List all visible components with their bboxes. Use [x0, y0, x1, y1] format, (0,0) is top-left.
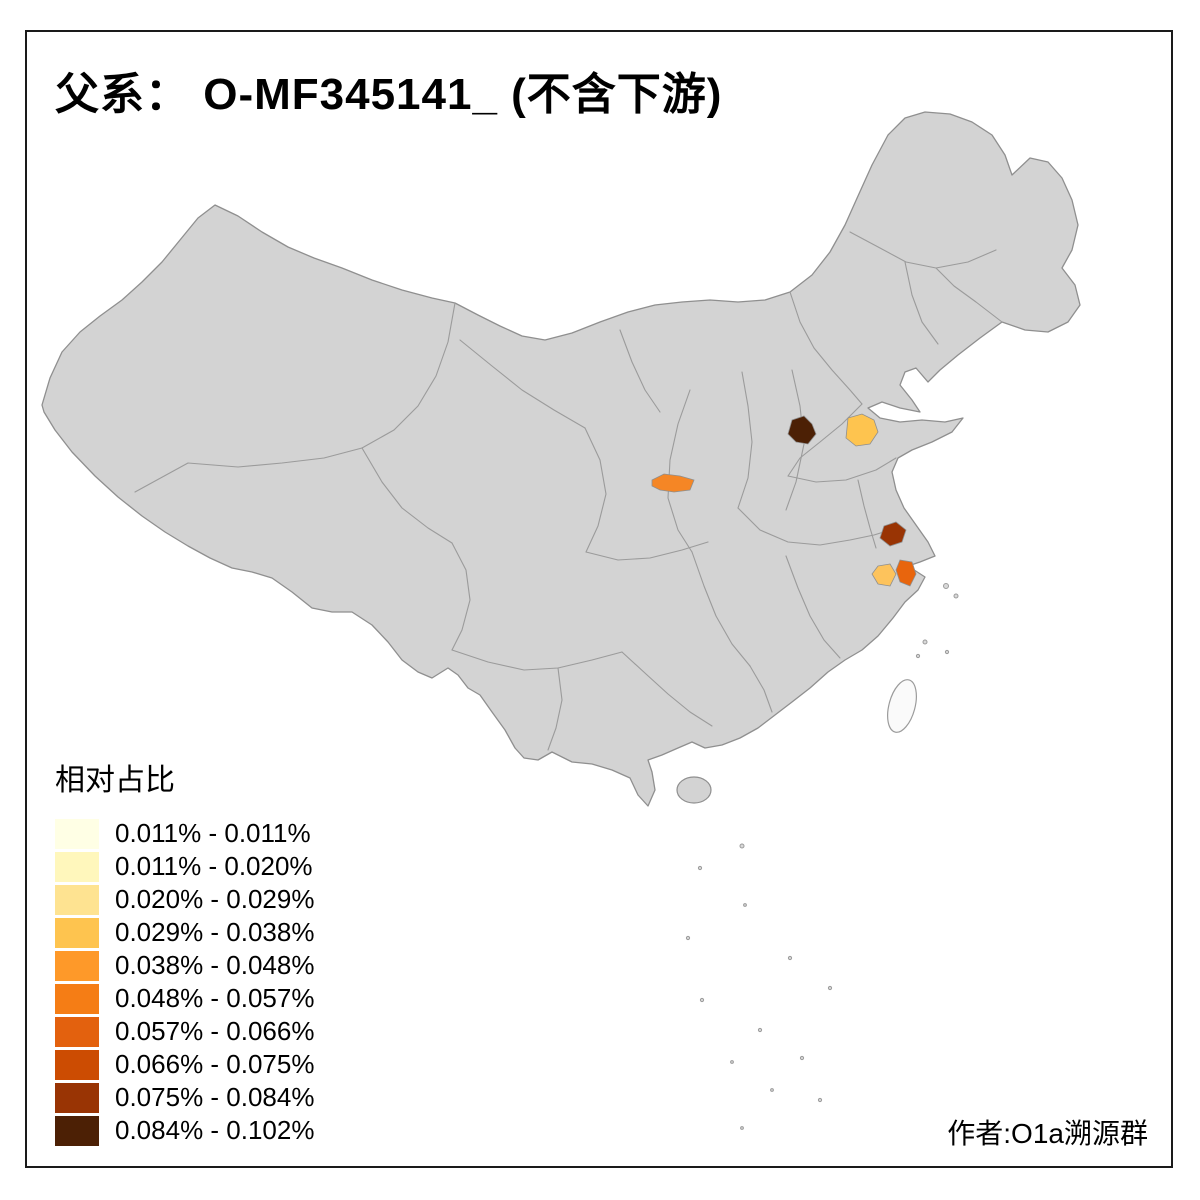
legend-label: 0.011% - 0.011%: [115, 818, 311, 848]
legend-label: 0.011% - 0.020%: [115, 851, 313, 881]
legend-item: 0.011% - 0.020%: [55, 850, 314, 883]
legend-item: 0.057% - 0.066%: [55, 1015, 314, 1048]
highlight-region-6: [871, 563, 897, 587]
legend-item: 0.011% - 0.011%: [55, 817, 314, 850]
legend-label: 0.075% - 0.084%: [115, 1082, 315, 1112]
small-islands-group: [685, 583, 959, 1130]
legend-swatch: [55, 1016, 99, 1047]
legend-item: 0.075% - 0.084%: [55, 1081, 314, 1114]
legend-title: 相对占比: [55, 764, 175, 797]
legend-label: 0.048% - 0.057%: [115, 983, 315, 1013]
legend-item: 0.020% - 0.029%: [55, 883, 314, 916]
highlight-region-4: [879, 521, 907, 547]
legend: 相对占比 0.011% - 0.011% 0.011% - 0.020% 0.0…: [55, 755, 314, 1147]
hainan-island-shape: [676, 776, 712, 804]
legend-swatch: [55, 851, 99, 882]
legend-label: 0.066% - 0.075%: [115, 1049, 315, 1079]
highlight-region-2: [845, 413, 879, 447]
legend-label: 0.084% - 0.102%: [115, 1115, 315, 1145]
legend-swatch: [55, 1049, 99, 1080]
highlight-region-5: [895, 559, 917, 587]
legend-item: 0.066% - 0.075%: [55, 1048, 314, 1081]
legend-label: 0.038% - 0.048%: [115, 950, 315, 980]
legend-label: 0.020% - 0.029%: [115, 884, 315, 914]
legend-swatch: [55, 1082, 99, 1113]
highlight-region-3: [651, 473, 695, 493]
legend-swatch: [55, 884, 99, 915]
legend-swatch: [55, 983, 99, 1014]
page-title: 父系： O-MF345141_ (不含下游): [55, 70, 723, 119]
highlighted-regions-group: [651, 413, 917, 587]
legend-swatch: [55, 1115, 99, 1146]
highlight-region-1: [787, 415, 817, 445]
legend-swatch: [55, 950, 99, 981]
legend-swatch: [55, 917, 99, 948]
china-mainland-shape: [41, 111, 1081, 807]
province-borders-group: [134, 231, 1003, 751]
legend-item: 0.048% - 0.057%: [55, 982, 314, 1015]
legend-label: 0.029% - 0.038%: [115, 917, 315, 947]
legend-swatch: [55, 818, 99, 849]
legend-item: 0.029% - 0.038%: [55, 916, 314, 949]
legend-item: 0.038% - 0.048%: [55, 949, 314, 982]
legend-label: 0.057% - 0.066%: [115, 1016, 315, 1046]
author-credit: 作者:O1a溯源群: [947, 1118, 1148, 1149]
legend-item: 0.084% - 0.102%: [55, 1114, 314, 1147]
taiwan-island-shape: [887, 679, 917, 733]
